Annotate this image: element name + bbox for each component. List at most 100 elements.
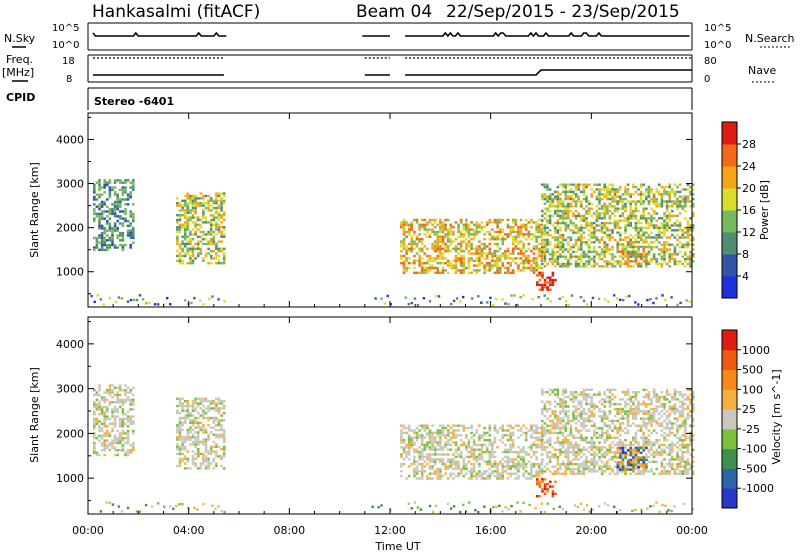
echo-cell: [556, 245, 560, 249]
echo-cell: [454, 221, 458, 224]
echo-cell: [454, 429, 458, 432]
echo-cell: [217, 402, 221, 405]
echo-cell: [504, 302, 507, 305]
echo-cell: [590, 460, 593, 463]
echo-cell: [501, 441, 505, 444]
echo-cell: [537, 235, 541, 238]
echo-cell: [577, 436, 580, 439]
echo-cell: [655, 422, 658, 425]
echo-cell: [551, 255, 554, 258]
echo-cell: [691, 248, 695, 251]
echo-cell: [616, 419, 619, 423]
echo-cell: [621, 200, 625, 203]
echo-cell: [400, 250, 403, 253]
echo-cell: [126, 386, 130, 389]
echo-cell: [194, 445, 197, 448]
echo-cell: [629, 410, 632, 413]
echo-cell: [608, 434, 612, 437]
echo-cell: [428, 438, 432, 442]
echo-cell: [600, 415, 604, 418]
echo-cell: [93, 300, 96, 304]
echo-cell: [574, 255, 578, 258]
echo-cell: [483, 434, 486, 437]
echo-cell: [493, 264, 497, 267]
echo-cell: [606, 417, 609, 420]
echo-cell: [569, 419, 573, 423]
echo-cell: [405, 247, 408, 250]
echo-cell: [113, 405, 117, 409]
echo-cell: [637, 470, 640, 473]
echo-cell: [642, 207, 645, 210]
echo-cell: [600, 212, 604, 215]
echo-cell: [194, 204, 197, 207]
echo-cell: [186, 409, 190, 412]
echo-cell: [676, 431, 679, 435]
echo-cell: [519, 226, 523, 229]
echo-cell: [673, 405, 677, 408]
echo-cell: [554, 424, 557, 427]
echo-cell: [658, 417, 661, 420]
echo-cell: [546, 467, 549, 471]
echo-cell: [650, 431, 653, 435]
echo-cell: [559, 410, 562, 413]
echo-cell: [671, 422, 674, 425]
echo-cell: [157, 303, 160, 306]
echo-cell: [538, 283, 542, 287]
echo-cell: [407, 458, 411, 461]
echo-cell: [420, 238, 424, 241]
echo-cell: [624, 427, 627, 430]
echo-cell: [462, 254, 466, 258]
echo-cell: [129, 451, 132, 454]
echo-cell: [577, 451, 580, 454]
echo-cell: [426, 266, 429, 270]
echo-cell: [178, 436, 182, 439]
echo-cell: [475, 223, 479, 226]
echo-cell: [603, 241, 606, 244]
echo-cell: [95, 393, 99, 397]
echo-cell: [488, 269, 492, 272]
echo-cell: [551, 214, 554, 218]
echo-cell: [220, 436, 223, 439]
echo-cell: [204, 400, 208, 403]
echo-cell: [475, 455, 479, 459]
echo-cell: [645, 221, 648, 225]
echo-cell: [650, 200, 653, 203]
echo-cell: [194, 223, 197, 226]
echo-cell: [541, 448, 544, 451]
echo-cell: [457, 235, 460, 238]
echo-cell: [209, 214, 213, 217]
echo-cell: [472, 450, 476, 454]
echo-cell: [108, 434, 112, 437]
echo-cell: [400, 226, 403, 229]
echo-cell: [647, 245, 651, 249]
echo-cell: [569, 245, 573, 249]
echo-cell: [420, 477, 424, 480]
echo-cell: [637, 391, 640, 394]
echo-cell: [587, 419, 591, 423]
echo-cell: [183, 438, 187, 441]
echo-cell: [93, 198, 96, 201]
echo-cell: [549, 276, 552, 279]
echo-cell: [556, 214, 560, 218]
echo-cell: [564, 224, 567, 227]
echo-cell: [600, 410, 604, 413]
echo-cell: [470, 247, 473, 250]
echo-cell: [572, 200, 575, 203]
echo-cell: [647, 393, 651, 396]
echo-cell: [522, 252, 525, 255]
echo-cell: [459, 434, 463, 437]
echo-cell: [548, 400, 552, 403]
echo-cell: [183, 226, 187, 229]
echo-cell: [676, 243, 679, 246]
echo-cell: [428, 218, 432, 222]
echo-cell: [608, 214, 612, 218]
echo-cell: [119, 393, 122, 397]
echo-cell: [116, 207, 119, 211]
echo-cell: [556, 207, 560, 210]
echo-cell: [624, 224, 627, 227]
echo-cell: [415, 242, 419, 246]
echo-cell: [407, 448, 411, 451]
echo-cell: [204, 252, 208, 255]
nave-tick-bottom: 0: [704, 74, 710, 85]
echo-cell: [619, 233, 622, 237]
